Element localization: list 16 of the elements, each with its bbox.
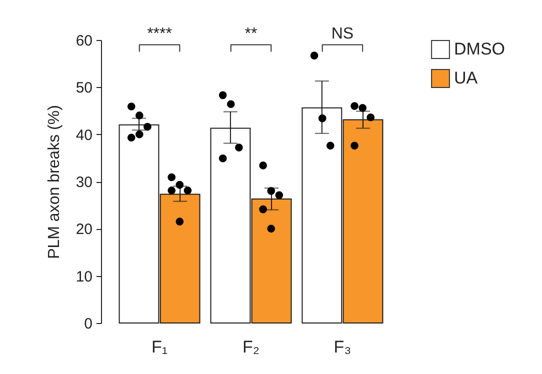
y-tick-label: 40 — [76, 126, 92, 144]
y-tick-label: 20 — [76, 221, 92, 238]
y-tick-label: 30 — [76, 174, 92, 191]
y-tick-label: 50 — [76, 80, 92, 97]
x-tick-label: F₂ — [242, 338, 260, 356]
x-tick-label: F₁ — [151, 338, 168, 356]
y-tick-label: 60 — [76, 32, 92, 50]
y-tick-label: 10 — [76, 268, 92, 286]
text: DMSO — [454, 40, 505, 58]
legend-label: UA — [454, 68, 478, 88]
annotation: **** — [147, 26, 172, 43]
y-tick-label: 0 — [84, 316, 92, 332]
annotation: ** — [244, 26, 258, 43]
annotation: NS — [331, 26, 354, 43]
y-axis-title: PLM axon breaks (%) — [46, 105, 63, 259]
x-tick-label: F₃ — [334, 338, 352, 356]
